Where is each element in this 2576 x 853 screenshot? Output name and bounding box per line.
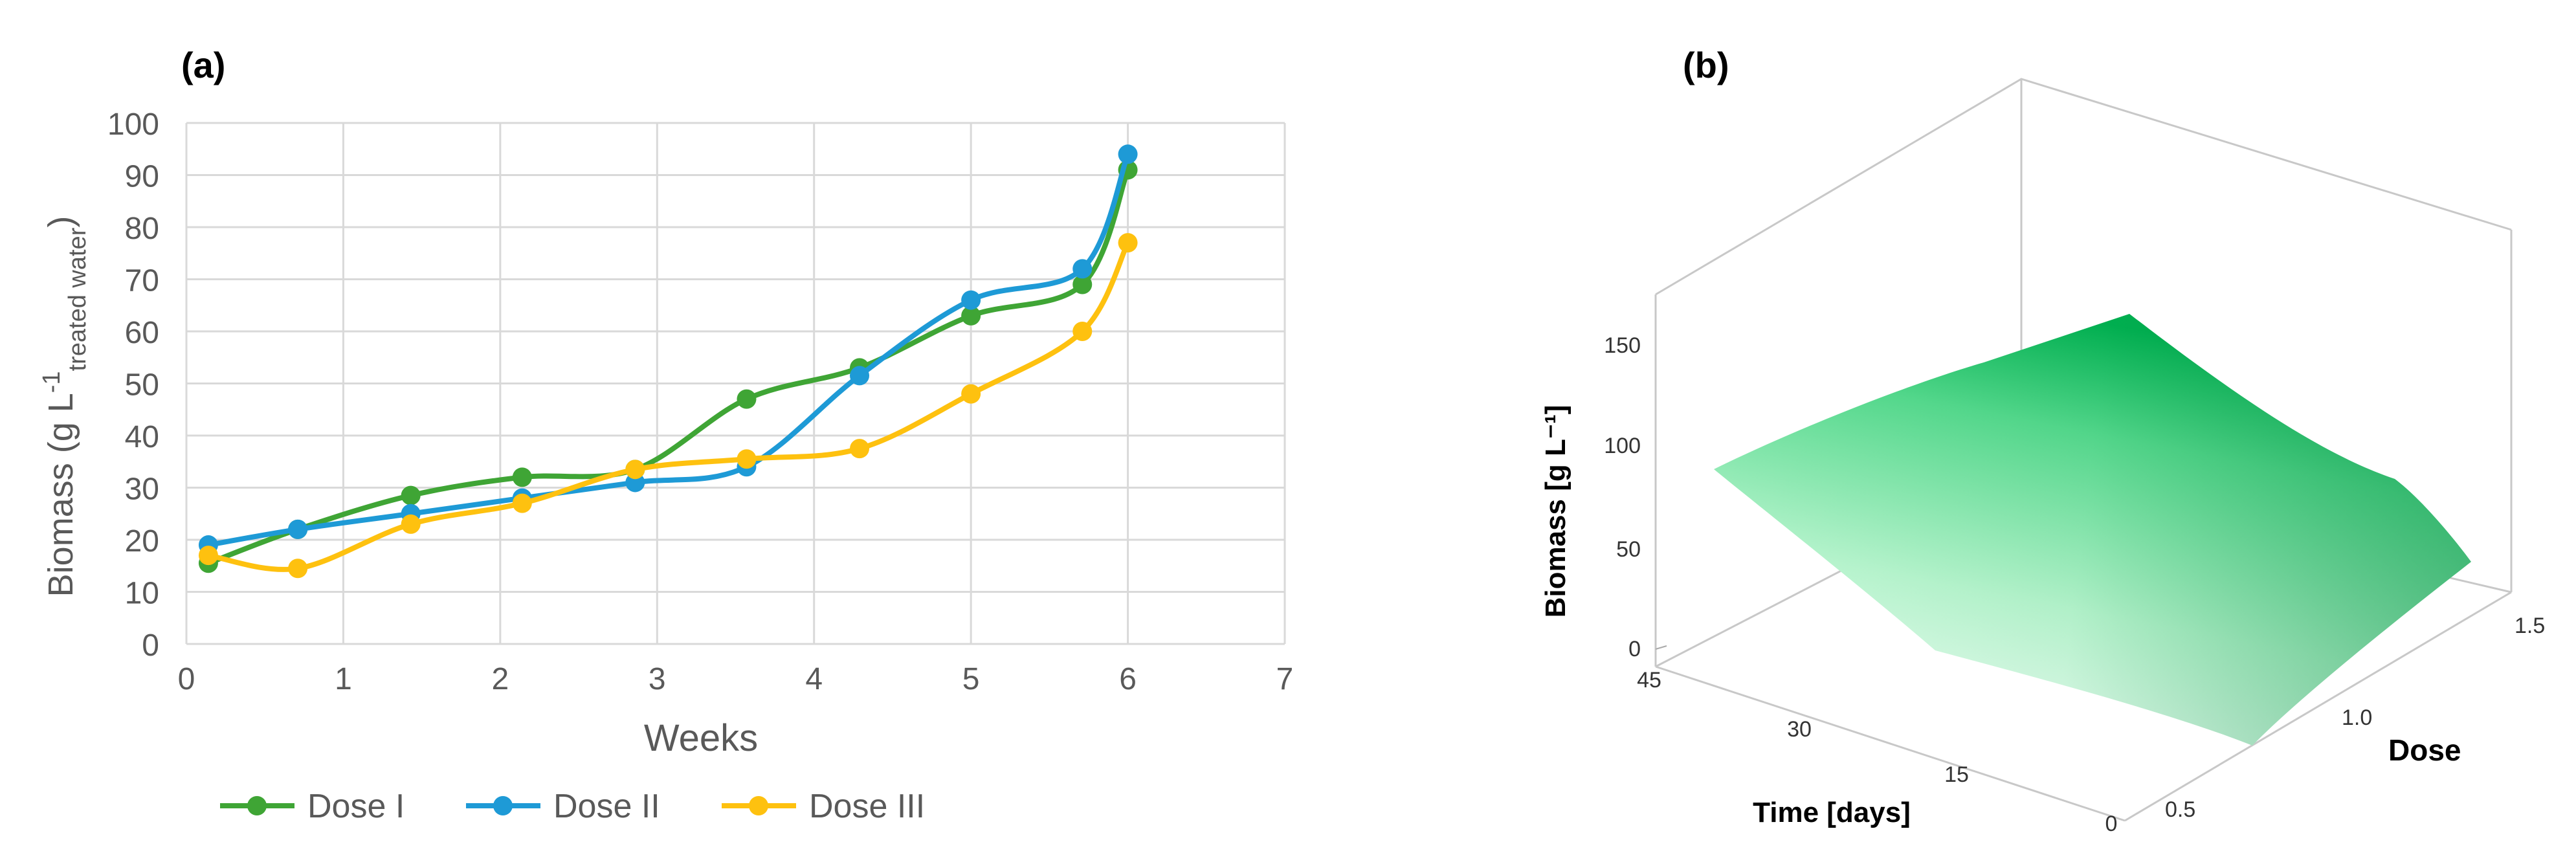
time-tick-0: 0 <box>2105 812 2118 836</box>
legend-item-dose-iii: Dose III <box>722 788 925 825</box>
time-tick-30: 30 <box>1787 717 1812 742</box>
z-axis-label: Biomass [g L⁻¹] <box>1540 405 1571 618</box>
data-point-dose-iii <box>288 559 308 579</box>
y-tick-label: 20 <box>125 524 159 559</box>
data-point-dose-iii <box>1118 233 1138 253</box>
panel-a-label: (a) <box>181 45 225 85</box>
time-axis-ticks: 45 30 15 0 <box>1637 668 2117 836</box>
x-tick-label: 5 <box>962 662 980 696</box>
line-chart-panel: (a) 0 10 20 30 40 50 60 70 80 90 100 0 1 2 3 4 5 6 7 Weeks… <box>38 45 1293 825</box>
legend-swatch-marker <box>247 796 267 815</box>
legend-label: Dose III <box>809 788 925 825</box>
y-axis-label-sup: -1 <box>38 371 65 393</box>
surface-chart-panel: (b) 0 50 100 150 Biomass [g L⁻¹] 45 30 <box>1540 45 2545 836</box>
data-point-dose-iii <box>737 449 757 469</box>
legend-label: Dose II <box>553 788 660 825</box>
legend-swatch-marker <box>749 796 768 815</box>
y-tick-label: 40 <box>125 420 159 454</box>
dose-axis-label: Dose <box>2388 733 2461 767</box>
dose-tick-1.0: 1.0 <box>2342 705 2372 730</box>
z-tick-0: 0 <box>1628 637 1641 661</box>
y-tick-label: 0 <box>142 628 159 663</box>
legend-item-dose-i: Dose I <box>220 788 405 825</box>
time-tick-45: 45 <box>1637 668 1661 692</box>
x-tick-label: 3 <box>649 662 666 696</box>
x-axis-label: Weeks <box>644 717 758 759</box>
data-point-dose-iii <box>198 546 218 566</box>
y-tick-label: 80 <box>125 212 159 246</box>
y-tick-label: 60 <box>125 316 159 350</box>
legend-item-dose-ii: Dose II <box>466 788 660 825</box>
series-line-dose-iii <box>208 241 1131 572</box>
data-point-dose-iii <box>1072 322 1093 341</box>
y-tick-label: 10 <box>125 577 159 611</box>
y-axis-label: Biomass (g L-1treated water) <box>38 216 91 597</box>
data-point-dose-i <box>737 389 757 409</box>
x-tick-label: 7 <box>1276 662 1294 696</box>
side-floor-edge <box>2124 591 2512 822</box>
data-point-dose-ii <box>1118 144 1138 164</box>
dose-tick-0.5: 0.5 <box>2165 797 2195 822</box>
legend-label: Dose I <box>307 788 405 825</box>
data-point-dose-i <box>512 467 532 487</box>
z-tick-100: 100 <box>1604 434 1641 458</box>
dose-tick-1.5: 1.5 <box>2515 614 2545 638</box>
back-wall-left-edge <box>1655 78 2512 296</box>
y-tick-label: 50 <box>125 368 159 403</box>
z-tick-mark-0 <box>1655 645 1667 650</box>
data-point-dose-i <box>961 305 981 326</box>
x-tick-label: 4 <box>805 662 823 696</box>
data-point-dose-ii <box>1072 259 1093 279</box>
y-axis-label-main: Biomass (g L <box>41 393 80 597</box>
series-line-dose-i <box>207 168 1131 566</box>
data-point-dose-ii <box>850 366 870 386</box>
y-axis-label-close: ) <box>41 216 80 228</box>
chart-legend: Dose I Dose II Dose III <box>220 788 925 825</box>
data-point-dose-iii <box>850 439 870 459</box>
series-line-dose-ii <box>208 153 1131 548</box>
data-point-dose-i <box>1072 274 1093 294</box>
y-tick-label: 100 <box>107 107 159 142</box>
y-tick-label: 90 <box>125 160 159 194</box>
axis-ticks: 0 10 20 30 40 50 60 70 80 90 100 0 1 2 3 4 5 6 7 <box>107 107 1293 696</box>
biomass-surface-shade <box>1714 314 2471 746</box>
y-tick-label: 70 <box>125 264 159 298</box>
x-tick-label: 6 <box>1119 662 1137 696</box>
panel-b-label: (b) <box>1683 45 1729 85</box>
x-tick-label: 0 <box>178 662 195 696</box>
dose-axis-ticks: 0.5 1.0 1.5 <box>2165 614 2545 822</box>
y-axis-label-sub: treated water <box>64 227 91 371</box>
x-tick-label: 2 <box>492 662 509 696</box>
chart-grid <box>185 122 1286 645</box>
legend-swatch-marker <box>493 796 513 815</box>
x-tick-label: 1 <box>335 662 352 696</box>
time-axis-label: Time [days] <box>1753 797 1911 828</box>
data-point-dose-iii <box>512 493 532 513</box>
z-axis-ticks: 0 50 100 150 <box>1604 333 1667 661</box>
data-point-dose-ii <box>288 519 308 539</box>
y-tick-label: 30 <box>125 472 159 507</box>
data-point-dose-iii <box>401 514 421 534</box>
z-tick-50: 50 <box>1616 537 1641 562</box>
z-tick-150: 150 <box>1604 333 1641 358</box>
data-point-dose-iii <box>625 460 645 480</box>
data-point-dose-i <box>401 485 421 505</box>
data-point-dose-ii <box>961 290 981 310</box>
time-tick-15: 15 <box>1944 762 1969 787</box>
chart-series <box>198 144 1138 579</box>
front-floor-edge <box>1655 665 2126 822</box>
data-point-dose-iii <box>961 384 981 404</box>
